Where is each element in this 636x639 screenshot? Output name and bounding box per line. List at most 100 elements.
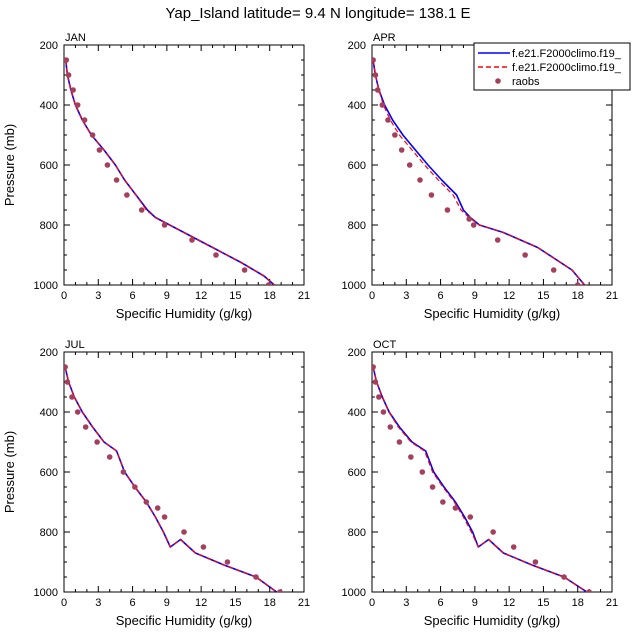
raobs-point (74, 102, 81, 108)
panel-title: APR (373, 32, 396, 44)
raobs-point (213, 252, 219, 258)
raobs-point (143, 499, 150, 505)
x-tick-label: 0 (369, 290, 375, 302)
raobs-point (161, 514, 168, 520)
raobs-point (74, 409, 81, 415)
x-tick-label: 21 (298, 290, 310, 302)
x-tick-label: 9 (164, 597, 170, 609)
model-line-solid (372, 59, 586, 285)
raobs-point (428, 192, 435, 198)
raobs-point (94, 439, 100, 445)
x-tick-label: 0 (369, 597, 375, 609)
panel-title: JUL (65, 339, 85, 351)
y-tick-label: 1000 (34, 587, 58, 599)
y-tick-label: 600 (348, 467, 366, 479)
y-tick-label: 800 (40, 220, 58, 232)
x-tick-label: 3 (95, 290, 101, 302)
raobs-point (113, 177, 120, 183)
x-tick-label: 3 (403, 597, 409, 609)
raobs-point (154, 505, 161, 511)
panel-jan: 0 3 6 9 12 15 18 21 200 400 600 800 1000 Specific Hum… (2, 32, 310, 321)
raobs-point (189, 237, 195, 243)
raobs-point (429, 484, 436, 490)
raobs-point (70, 87, 76, 93)
plot-frame (63, 44, 305, 286)
raobs-point (385, 117, 391, 123)
x-tick-label: 9 (472, 597, 478, 609)
model-line-solid (372, 366, 588, 592)
raobs-point (550, 267, 557, 273)
raobs-point (574, 282, 581, 285)
raobs-point (372, 72, 379, 78)
raobs-point (494, 237, 501, 243)
raobs-point (467, 514, 474, 520)
plot-area (64, 57, 275, 285)
raobs-point (466, 216, 472, 222)
raobs-point (398, 147, 405, 153)
y-tick-label: 400 (40, 100, 58, 112)
model-line-dashed (64, 366, 277, 592)
raobs-point (452, 505, 459, 511)
x-tick-label: 12 (503, 597, 515, 609)
raobs-point (64, 364, 68, 370)
x-axis-title: Specific Humidity (g/kg) (424, 306, 561, 321)
plot-area (372, 364, 592, 592)
plot-frame (371, 351, 613, 593)
x-tick-label: 12 (503, 290, 515, 302)
y-tick-label: 200 (348, 347, 366, 359)
y-tick-label: 800 (348, 527, 366, 539)
x-tick-label: 9 (472, 290, 478, 302)
model-line-dashed (372, 59, 586, 285)
raobs-point (408, 454, 414, 460)
x-tick-label: 6 (438, 290, 444, 302)
y-tick-label: 200 (40, 40, 58, 52)
y-tick-label: 1000 (34, 280, 58, 292)
raobs-point (510, 544, 517, 550)
x-tick-label: 3 (403, 290, 409, 302)
legend-label: f.e21.F2000climo.f19_ (512, 48, 622, 60)
x-tick-label: 0 (61, 290, 67, 302)
raobs-point (417, 177, 423, 183)
raobs-point (64, 379, 71, 385)
plot-area (372, 57, 586, 285)
x-tick-label: 12 (195, 597, 207, 609)
raobs-point (181, 529, 187, 535)
raobs-point (89, 132, 96, 138)
raobs-point (586, 589, 592, 592)
panel-apr: 0 3 6 9 12 15 18 21 200 400 600 800 1000 Specific Hum… (342, 32, 619, 321)
model-line-dashed (372, 366, 588, 592)
raobs-point (376, 394, 382, 400)
raobs-point (200, 544, 207, 550)
raobs-point (372, 379, 379, 385)
raobs-point (138, 207, 145, 213)
y-axis-title: Pressure (mb) (2, 431, 17, 513)
x-tick-label: 6 (130, 597, 136, 609)
y-tick-label: 800 (348, 220, 366, 232)
figure-title: Yap_Island latitude= 9.4 N longitude= 13… (166, 5, 471, 22)
raobs-point (440, 499, 446, 505)
model-line-solid (64, 59, 275, 285)
raobs-point (69, 394, 75, 400)
raobs-point (124, 192, 130, 198)
x-tick-label: 15 (229, 290, 241, 302)
x-tick-label: 18 (572, 290, 584, 302)
raobs-point (65, 72, 72, 78)
legend: f.e21.F2000climo.f19_ f.e21.F2000climo.f1… (473, 42, 631, 91)
panel-oct: 0 3 6 9 12 15 18 21 200 400 600 800 1000 Specific Hum… (342, 339, 619, 628)
raobs-point (490, 529, 496, 535)
raobs-point (380, 409, 387, 415)
y-tick-label: 400 (40, 407, 58, 419)
raobs-point (392, 132, 398, 138)
legend-label: f.e21.F2000climo.f19_ (512, 62, 622, 74)
x-tick-label: 18 (572, 597, 584, 609)
x-axis-title: Specific Humidity (g/kg) (116, 613, 253, 628)
plot-frame (63, 351, 305, 593)
raobs-point (120, 469, 127, 475)
y-tick-label: 600 (348, 160, 366, 172)
x-tick-label: 18 (264, 290, 276, 302)
x-tick-label: 6 (438, 597, 444, 609)
panel-title: OCT (373, 339, 397, 351)
y-axis-title: Pressure (mb) (2, 124, 17, 206)
legend-label: raobs (512, 76, 540, 88)
